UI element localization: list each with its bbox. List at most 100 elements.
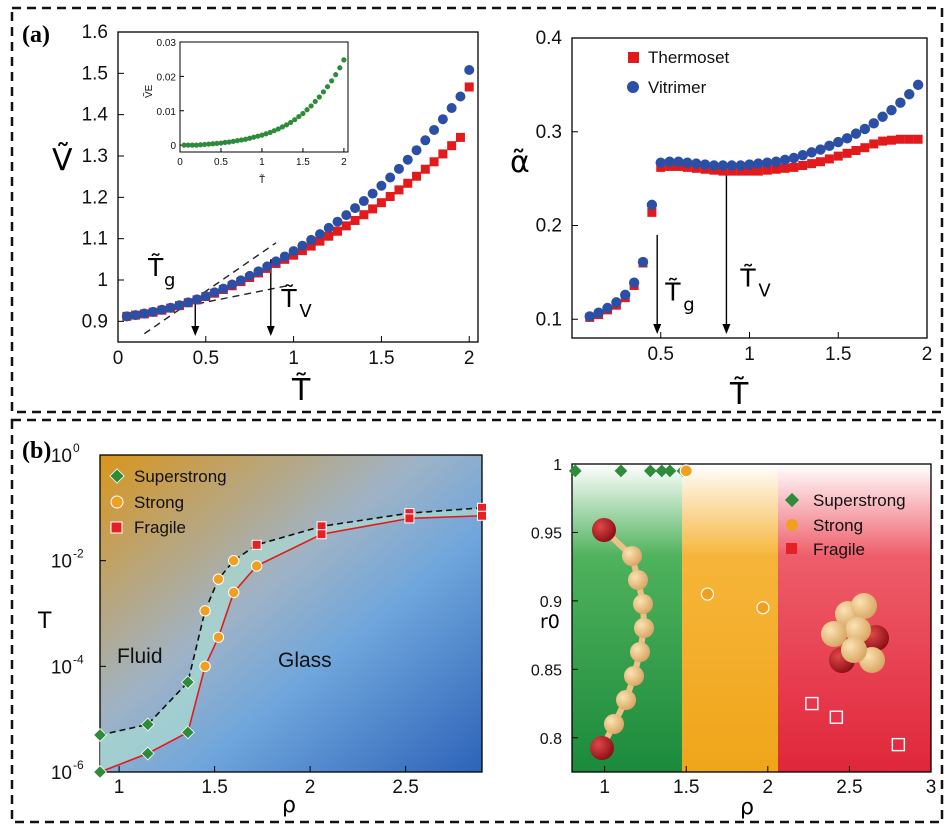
point-thermoset xyxy=(913,134,923,144)
point-vitrimer xyxy=(646,199,658,211)
chain-end-bead xyxy=(592,518,616,542)
y-tick-exponent: -2 xyxy=(73,547,84,561)
plot-frame xyxy=(117,31,479,343)
legend-label-thermoset: Thermoset xyxy=(648,48,730,67)
point-vitrimer xyxy=(708,160,720,171)
point-vitrimer xyxy=(244,270,255,281)
point-vitrimer xyxy=(620,289,631,301)
tv-label: T̃ xyxy=(739,263,756,292)
point-strong xyxy=(212,631,225,643)
point-thermoset xyxy=(869,139,879,149)
x-axis-label: ρ xyxy=(282,793,296,818)
point-thermoset xyxy=(333,226,343,236)
inset-point xyxy=(308,103,314,109)
point-vitrimer xyxy=(253,266,264,277)
x-axis-label: T̃ xyxy=(729,377,749,412)
y-tick-label: 0.2 xyxy=(536,216,562,237)
inset-point xyxy=(312,98,318,105)
inset-point xyxy=(279,124,286,130)
legend: Thermoset Vitrimer xyxy=(627,48,730,97)
point-thermoset xyxy=(341,221,351,231)
chain-bead xyxy=(628,570,648,590)
point-vitrimer xyxy=(859,123,871,135)
inset-point xyxy=(201,141,208,148)
point-vitrimer xyxy=(815,144,826,155)
point-thermoset xyxy=(798,161,808,170)
inset-y-label: ṼE xyxy=(142,84,155,98)
inset-x-tick-label: 2 xyxy=(341,157,347,168)
legend-marker-strong xyxy=(110,495,124,509)
tv-arrowhead xyxy=(266,326,275,336)
y-tick-label: 10 xyxy=(51,446,72,467)
point-fragile xyxy=(251,539,262,550)
inset-point xyxy=(304,107,310,113)
x-tick-label: 2 xyxy=(305,777,316,798)
legend-label-superstrong: Superstrong xyxy=(813,491,906,510)
x-axis-label: T̃ xyxy=(291,373,311,408)
point-vitrimer xyxy=(306,234,317,245)
point-vitrimer xyxy=(200,291,211,302)
tg-arrowhead xyxy=(653,324,662,334)
point-superstrong xyxy=(140,717,155,732)
inset-point xyxy=(316,94,322,100)
y-tick-label: 0.9 xyxy=(540,594,562,611)
point-vitrimer xyxy=(788,152,800,164)
inset-point xyxy=(267,129,273,136)
x-tick-label: 2 xyxy=(763,777,774,798)
inset-point xyxy=(324,84,331,90)
y-tick-label: 1.1 xyxy=(82,229,108,250)
x-tick-label: 1.5 xyxy=(825,344,851,365)
chain-bead xyxy=(604,714,624,734)
melt-asymptote xyxy=(161,285,285,312)
point-fragile xyxy=(404,513,415,524)
band-superstrong xyxy=(572,464,682,772)
point-thermoset xyxy=(447,141,457,151)
inset-point xyxy=(218,140,224,146)
inset-point xyxy=(292,117,298,123)
y-tick-label: 0.85 xyxy=(531,662,562,679)
inset-point xyxy=(197,142,204,148)
tg-label: T̃ xyxy=(664,278,681,307)
inset-point xyxy=(263,131,269,137)
y-tick-label: 1 xyxy=(553,457,562,474)
inset-point xyxy=(230,138,236,144)
point-vitrimer xyxy=(797,149,808,161)
inset-point xyxy=(242,136,249,142)
point-vitrimer xyxy=(895,97,906,108)
inset-point xyxy=(206,141,212,147)
tg-subscript: g xyxy=(164,270,175,291)
point-strong xyxy=(756,601,770,615)
cluster-bead xyxy=(851,593,877,619)
point-vitrimer xyxy=(227,279,238,290)
chart-a-right: 0.5 1 1.5 20.10.20.30.4 T̃ gT̃ V T̃ α̃ Thermo… xyxy=(510,28,932,412)
point-vitrimer xyxy=(699,159,711,170)
y-tick-label: 10 xyxy=(51,657,72,678)
point-thermoset xyxy=(780,163,790,173)
inset-point xyxy=(226,139,232,145)
point-vitrimer xyxy=(358,196,369,207)
y-tick-label: 0.3 xyxy=(536,122,562,143)
point-vitrimer xyxy=(183,297,194,308)
legend: Superstrong Strong Fragile xyxy=(784,491,906,559)
point-strong xyxy=(199,605,211,617)
x-tick-label: 1 xyxy=(599,777,610,798)
y-axis-label: α̃ xyxy=(510,145,530,180)
inset-point xyxy=(275,126,281,132)
point-thermoset xyxy=(438,149,448,159)
x-tick-label: 1.5 xyxy=(201,777,227,798)
point-vitrimer xyxy=(779,154,791,166)
point-thermoset xyxy=(816,157,825,167)
point-thermoset xyxy=(429,157,439,167)
inset-point xyxy=(234,138,240,144)
point-vitrimer xyxy=(279,251,290,262)
chain-end-bead xyxy=(590,736,614,760)
y-tick-label: 0.4 xyxy=(536,28,563,49)
inset-point xyxy=(255,133,261,139)
x-tick-label: 2 xyxy=(464,348,475,369)
inset-point xyxy=(185,142,191,148)
point-vitrimer xyxy=(824,140,835,152)
point-vitrimer xyxy=(314,229,325,240)
legend: Superstrong Strong Fragile xyxy=(109,467,227,537)
point-vitrimer xyxy=(912,79,924,91)
